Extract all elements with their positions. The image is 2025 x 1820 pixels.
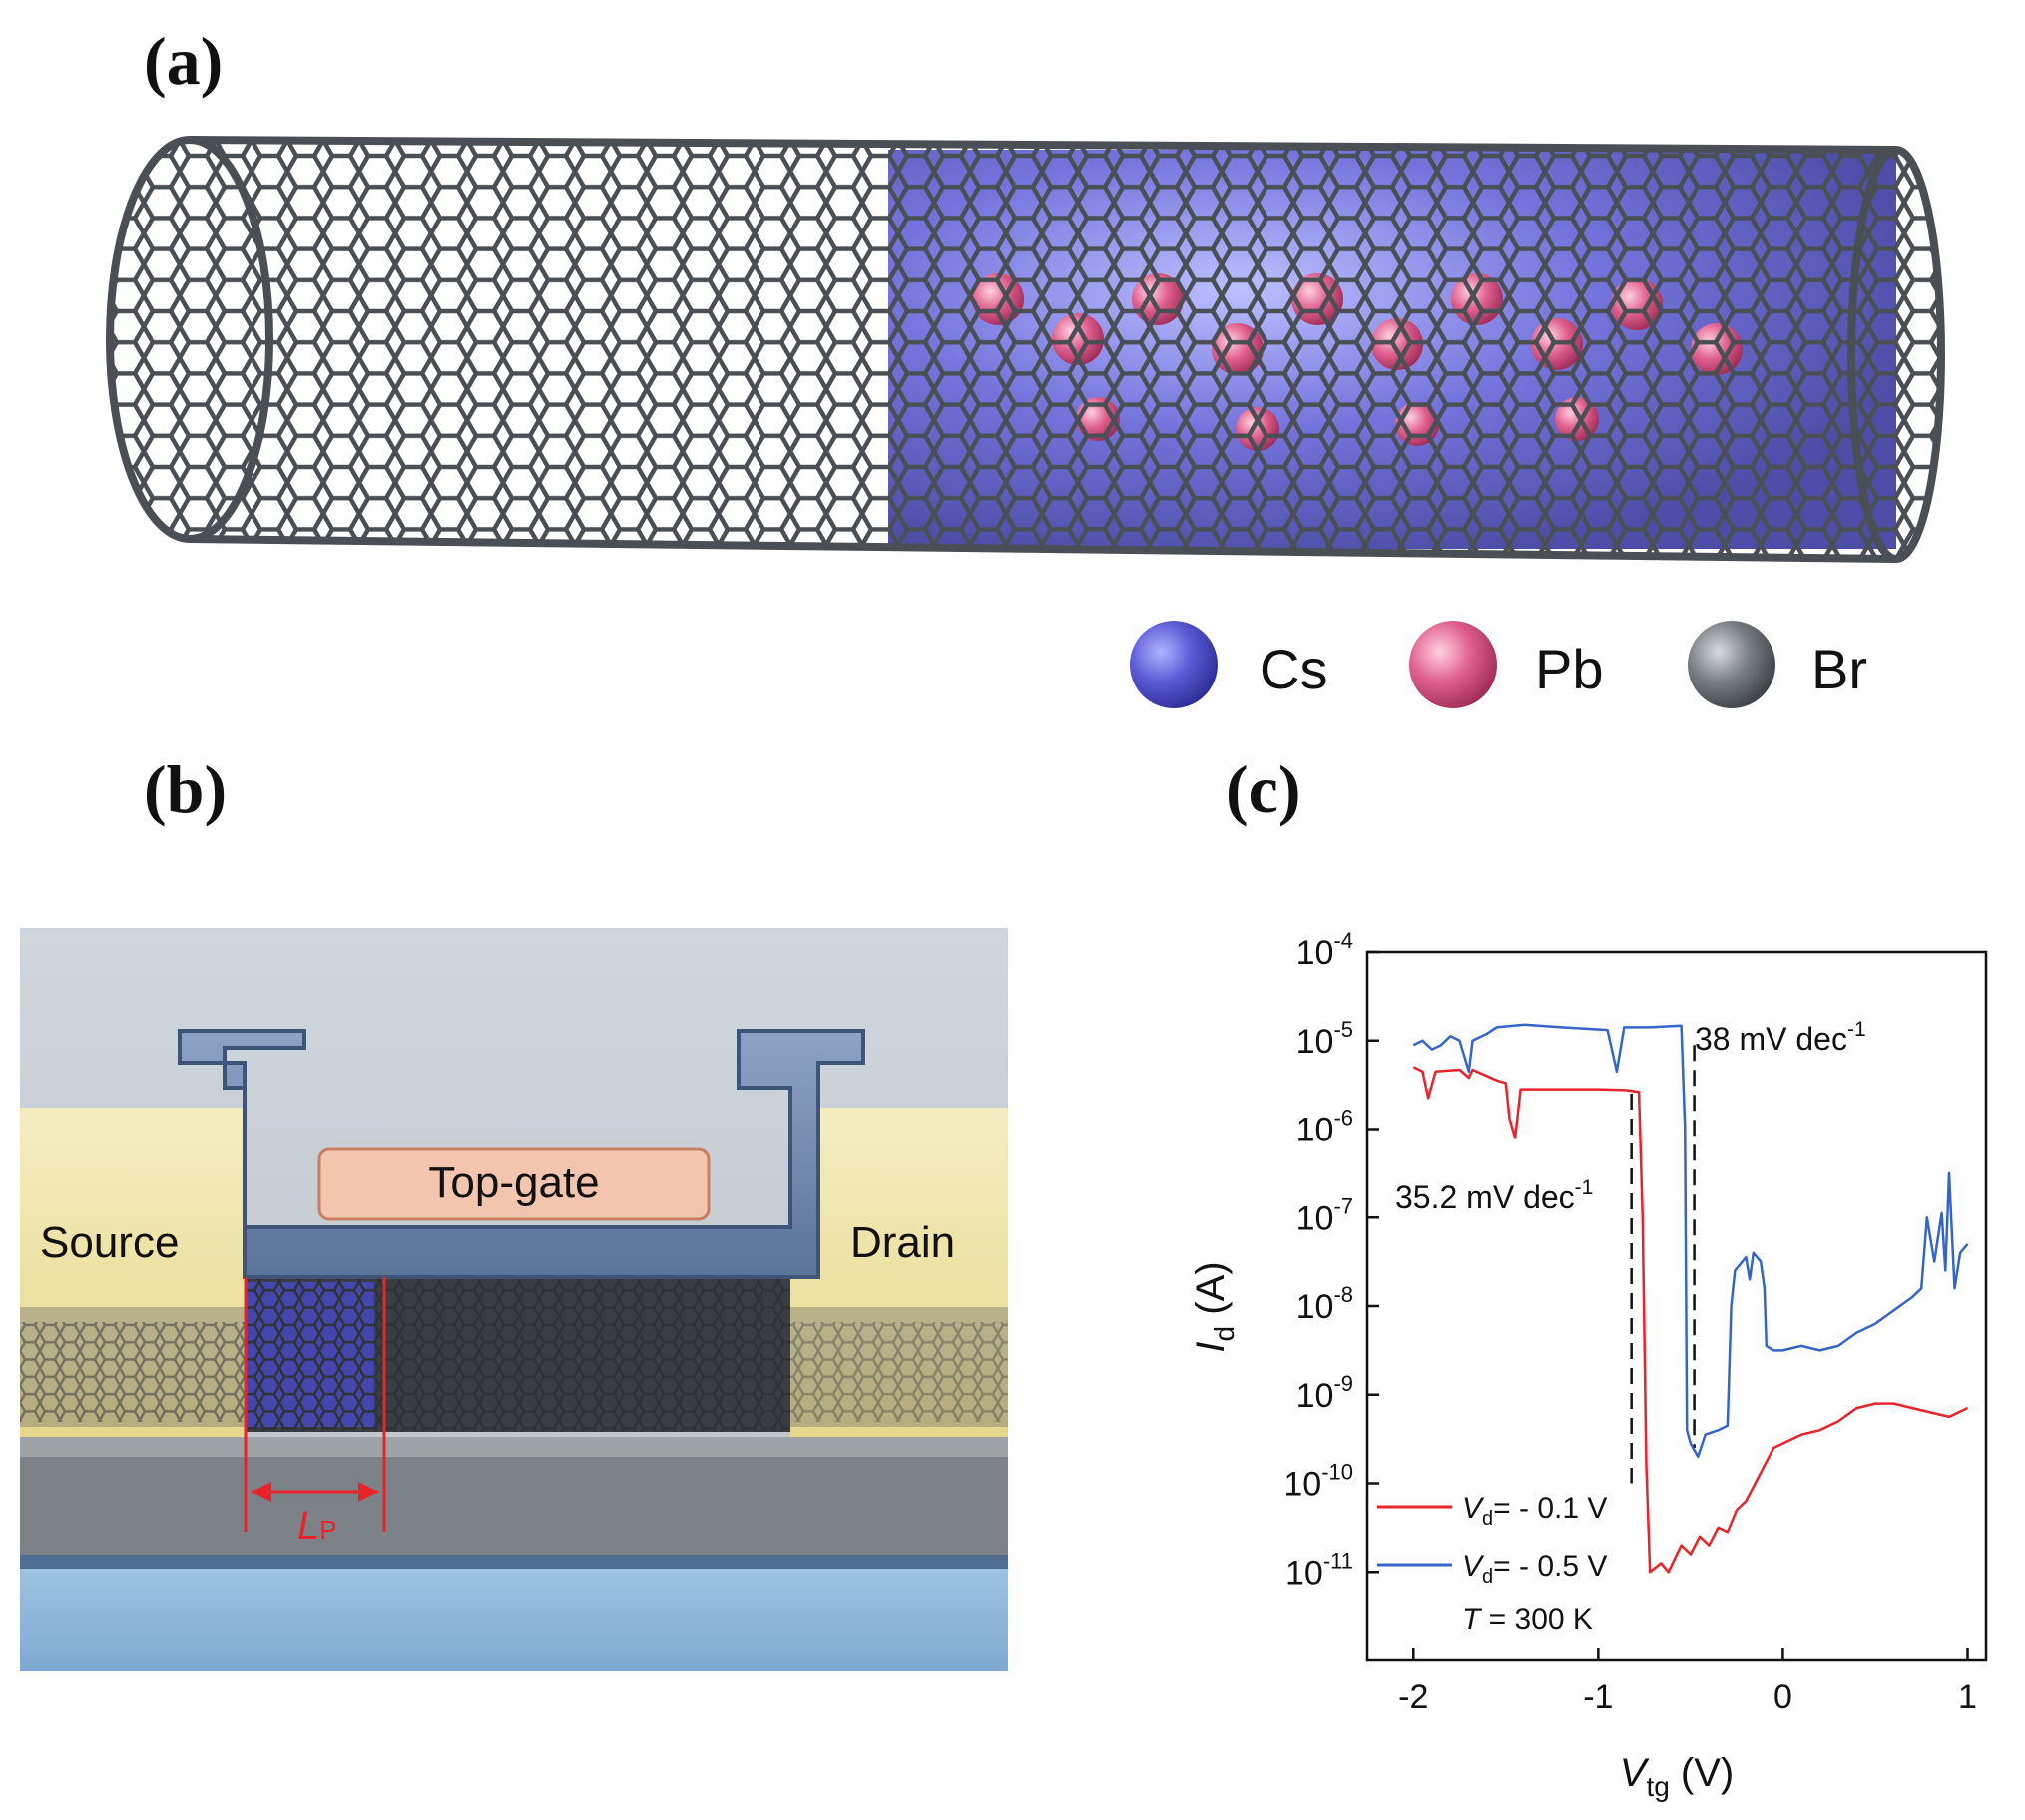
series-line-1 <box>1412 1066 1969 1574</box>
y-tick-label: 10-7 <box>1296 1193 1353 1237</box>
nanotube-illustration: Cs Pb Br <box>106 136 1945 708</box>
element-legend: Cs Pb Br <box>1130 621 1867 708</box>
cs-ball-icon <box>1130 621 1218 708</box>
top-gate <box>317 1147 711 1221</box>
top-gate-label: Top-gate <box>428 1158 599 1207</box>
x-axis-label: Vtg (V) <box>1620 1751 1734 1802</box>
y-axis-ticks: 10-11 10-10 10-9 10-8 10-7 10-6 10-5 10-4 <box>1283 928 1379 1592</box>
br-ball-icon <box>1688 621 1775 708</box>
x-tick-label: -2 <box>1398 1678 1428 1716</box>
transfer-curve-chart: 10-11 10-10 10-9 10-8 10-7 10-6 10-5 10-4 -2 -1 0… <box>1189 928 1988 1802</box>
y-tick-label: 10-5 <box>1296 1017 1353 1061</box>
data-series <box>1412 1023 1969 1574</box>
br-label: Br <box>1811 638 1867 700</box>
nanotube <box>106 136 1945 563</box>
x-axis-ticks: -2 -1 0 1 <box>1398 1648 1977 1716</box>
temperature-label: T = 300 K <box>1462 1603 1593 1636</box>
lp-subscript: P <box>319 1515 336 1545</box>
channel-nanotube <box>20 1277 1008 1432</box>
device-schematic: Top-gate Source Drain LP <box>20 928 1008 1671</box>
pb-label: Pb <box>1535 638 1604 700</box>
x-tick-label: 0 <box>1773 1678 1792 1716</box>
series-line-2 <box>1412 1023 1969 1459</box>
subthreshold-markers <box>1630 1045 1696 1484</box>
pb-ball-icon <box>1409 621 1497 708</box>
legend-red: Vd= - 0.1 V <box>1462 1492 1607 1530</box>
y-tick-label: 10-9 <box>1296 1371 1353 1415</box>
panel-label-b: (b) <box>144 751 228 827</box>
y-axis-label: Id (A) <box>1189 1261 1240 1352</box>
x-tick-label: 1 <box>1958 1678 1977 1716</box>
lp-marker: LP <box>244 1277 386 1548</box>
lp-label: L <box>297 1504 319 1548</box>
y-tick-label: 10-6 <box>1296 1106 1353 1149</box>
y-tick-label: 10-8 <box>1296 1282 1353 1326</box>
panel-label-c: (c) <box>1226 751 1301 827</box>
legend-blue: Vd= - 0.5 V <box>1462 1550 1607 1588</box>
drain-label: Drain <box>850 1218 955 1267</box>
ss-red-annotation: 35.2 mV dec-1 <box>1395 1176 1593 1215</box>
y-tick-label: 10-10 <box>1283 1460 1353 1504</box>
y-tick-label: 10-11 <box>1285 1548 1353 1592</box>
ss-blue-annotation: 38 mV dec-1 <box>1695 1018 1866 1057</box>
y-tick-label: 10-4 <box>1296 928 1353 972</box>
x-tick-label: -1 <box>1583 1678 1613 1716</box>
source-label: Source <box>40 1218 179 1267</box>
cs-label: Cs <box>1260 638 1327 700</box>
panel-label-a: (a) <box>144 23 224 99</box>
chart-legend: Vd= - 0.1 V Vd= - 0.5 V T = 300 K <box>1377 1492 1607 1636</box>
svg-text:LP: LP <box>297 1504 337 1548</box>
